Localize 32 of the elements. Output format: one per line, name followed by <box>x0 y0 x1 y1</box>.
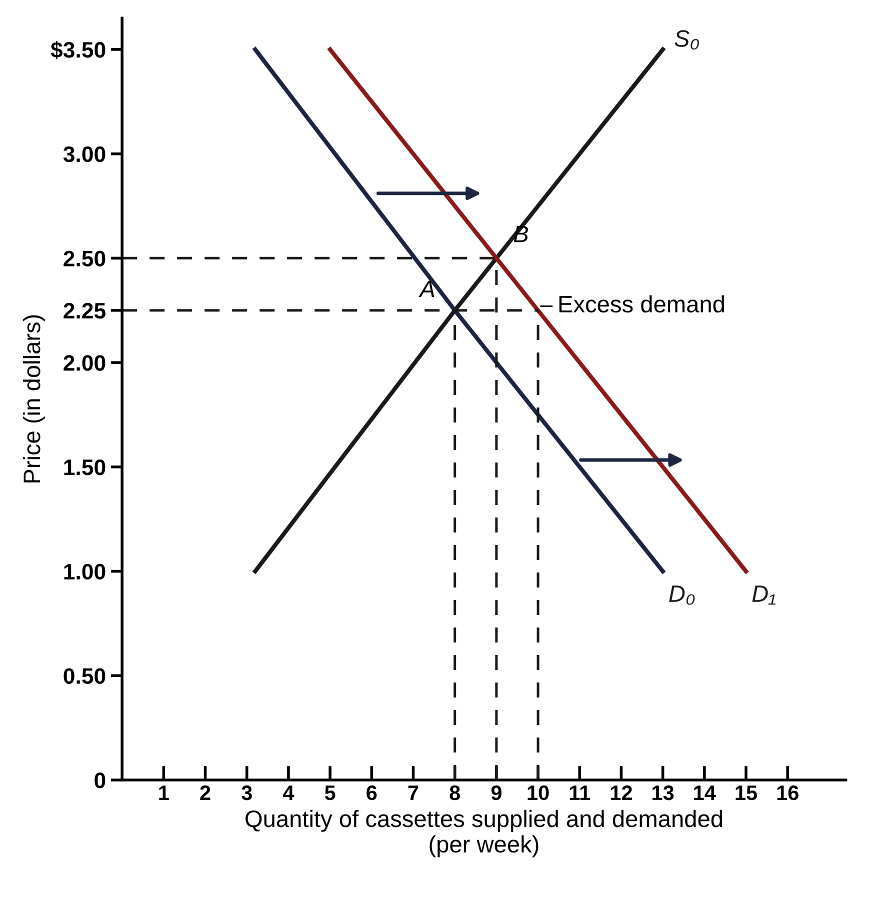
series-label: D₀ <box>669 586 695 605</box>
x-tick-label: 15 <box>736 786 758 800</box>
x-tick-label: 7 <box>408 786 418 800</box>
x-tick-label: 1 <box>159 786 169 800</box>
y-tick-label: $3.50 <box>50 41 106 60</box>
x-tick-label: 11 <box>570 786 590 800</box>
x-tick-label: 8 <box>450 785 460 800</box>
y-tick-label: 2.50 <box>64 250 106 266</box>
x-tick-label: 3 <box>242 785 252 800</box>
y-tick-label: 3.00 <box>63 146 106 162</box>
x-tick-label: 13 <box>652 785 674 800</box>
annotation: A <box>418 280 434 298</box>
x-tick-label: 12 <box>610 785 632 800</box>
series-label: S₀ <box>674 30 699 50</box>
y-tick-label: 1.50 <box>64 459 106 476</box>
x-tick-label: 5 <box>324 786 336 800</box>
x-tick-label: 10 <box>528 785 549 800</box>
series-label: D₁ <box>752 586 776 605</box>
annotation: Excess demand <box>559 295 724 313</box>
x-tick-label: 4 <box>282 786 294 800</box>
x-tick-label: 14 <box>694 786 716 800</box>
x-tick-label: 6 <box>366 785 377 800</box>
x-tick-label: 9 <box>491 785 502 800</box>
y-tick-label: 1.00 <box>64 564 106 580</box>
x-axis-title: Quantity of cassettes supplied and demanded (per week) <box>246 810 722 858</box>
y-axis-title: Price (in dollars) <box>22 315 45 482</box>
x-tick-label: 16 <box>777 785 798 800</box>
y-tick-label: 2.00 <box>64 355 106 371</box>
x-tick-label: 2 <box>200 785 210 800</box>
y-tick-label: 0 <box>94 772 106 788</box>
y-tick-label: 2.25 <box>64 302 106 319</box>
y-tick-label: 0.50 <box>64 668 106 684</box>
